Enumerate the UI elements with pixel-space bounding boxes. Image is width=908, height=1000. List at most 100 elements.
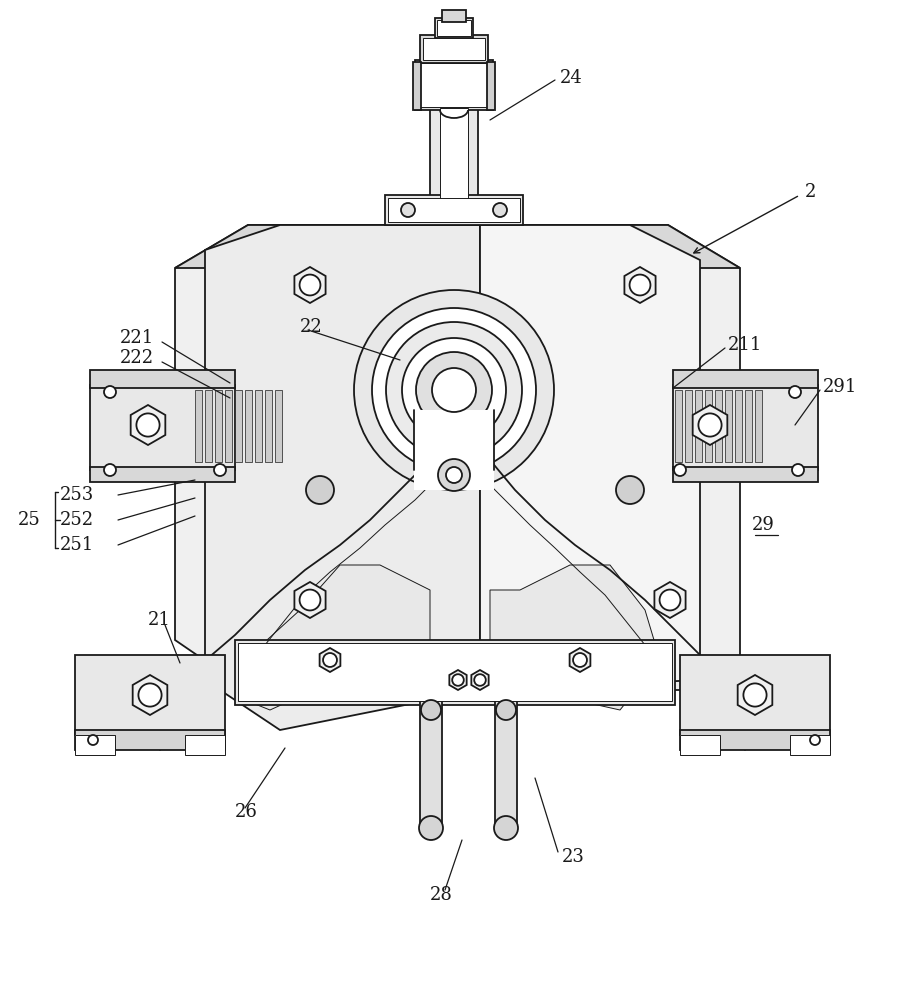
Bar xyxy=(745,390,752,462)
Text: 253: 253 xyxy=(60,486,94,504)
Text: 24: 24 xyxy=(560,69,583,87)
Circle shape xyxy=(792,464,804,476)
Circle shape xyxy=(573,653,587,667)
Circle shape xyxy=(629,275,650,295)
Bar xyxy=(685,390,692,462)
Polygon shape xyxy=(294,582,326,618)
Polygon shape xyxy=(471,670,489,690)
Text: 291: 291 xyxy=(823,378,857,396)
Polygon shape xyxy=(480,225,700,690)
Bar xyxy=(215,390,222,462)
Bar xyxy=(185,735,225,755)
Circle shape xyxy=(214,464,226,476)
Bar xyxy=(75,655,225,735)
Bar xyxy=(245,390,252,462)
Bar xyxy=(75,735,115,755)
Circle shape xyxy=(136,413,160,437)
Bar xyxy=(415,60,493,110)
Circle shape xyxy=(616,476,644,504)
Text: 26: 26 xyxy=(235,803,258,821)
Bar xyxy=(673,385,818,470)
Bar xyxy=(225,390,232,462)
Polygon shape xyxy=(490,565,660,710)
Circle shape xyxy=(474,674,486,686)
Circle shape xyxy=(698,413,722,437)
Bar xyxy=(420,35,488,63)
Bar xyxy=(235,390,242,462)
Bar xyxy=(755,390,762,462)
Text: 29: 29 xyxy=(752,516,775,534)
Bar xyxy=(275,390,282,462)
Circle shape xyxy=(659,590,680,610)
Bar xyxy=(418,63,490,107)
Text: 25: 25 xyxy=(18,511,41,529)
Bar xyxy=(265,390,272,462)
Text: 28: 28 xyxy=(430,886,453,904)
Circle shape xyxy=(104,464,116,476)
Bar xyxy=(680,735,720,755)
Circle shape xyxy=(300,275,321,295)
Polygon shape xyxy=(737,675,773,715)
Circle shape xyxy=(306,476,334,504)
Circle shape xyxy=(674,464,686,476)
Polygon shape xyxy=(655,582,686,618)
Text: 21: 21 xyxy=(148,611,171,629)
Bar xyxy=(255,390,262,462)
Polygon shape xyxy=(294,267,326,303)
Circle shape xyxy=(446,467,462,483)
Circle shape xyxy=(438,459,470,491)
Bar xyxy=(495,700,517,830)
Bar xyxy=(205,390,212,462)
Polygon shape xyxy=(175,225,740,690)
Bar xyxy=(680,735,720,755)
Text: 251: 251 xyxy=(60,536,94,554)
Bar xyxy=(430,105,478,215)
Bar xyxy=(680,655,830,735)
Text: 2: 2 xyxy=(805,183,816,201)
Bar xyxy=(680,730,830,750)
Circle shape xyxy=(300,590,321,610)
Bar xyxy=(437,20,471,36)
Circle shape xyxy=(810,735,820,745)
Bar xyxy=(195,390,202,462)
Bar xyxy=(235,640,675,705)
Polygon shape xyxy=(245,565,430,710)
Circle shape xyxy=(452,674,464,686)
Text: 222: 222 xyxy=(120,349,154,367)
Bar xyxy=(75,735,115,755)
Bar xyxy=(715,390,722,462)
Bar xyxy=(790,735,830,755)
Bar xyxy=(238,643,672,701)
Polygon shape xyxy=(693,405,727,445)
Polygon shape xyxy=(205,225,480,730)
Polygon shape xyxy=(625,267,656,303)
Bar xyxy=(442,10,466,22)
Bar xyxy=(90,370,235,388)
Bar xyxy=(414,410,494,490)
Circle shape xyxy=(402,338,506,442)
Circle shape xyxy=(419,816,443,840)
Bar xyxy=(435,18,473,38)
Circle shape xyxy=(494,816,518,840)
Bar xyxy=(705,390,712,462)
Polygon shape xyxy=(569,648,590,672)
Text: 221: 221 xyxy=(120,329,154,347)
Bar xyxy=(440,108,468,213)
Bar xyxy=(423,38,485,60)
Bar xyxy=(675,390,682,462)
Bar xyxy=(673,467,818,482)
Circle shape xyxy=(104,386,116,398)
Polygon shape xyxy=(133,675,167,715)
Circle shape xyxy=(421,700,441,720)
Bar xyxy=(413,62,421,110)
Bar xyxy=(735,390,742,462)
Circle shape xyxy=(354,290,554,490)
Polygon shape xyxy=(175,225,740,268)
Circle shape xyxy=(416,352,492,428)
Text: 252: 252 xyxy=(60,511,94,529)
Bar xyxy=(790,735,830,755)
Bar xyxy=(695,390,702,462)
Bar xyxy=(90,385,235,470)
Text: 22: 22 xyxy=(300,318,322,336)
Bar xyxy=(725,390,732,462)
